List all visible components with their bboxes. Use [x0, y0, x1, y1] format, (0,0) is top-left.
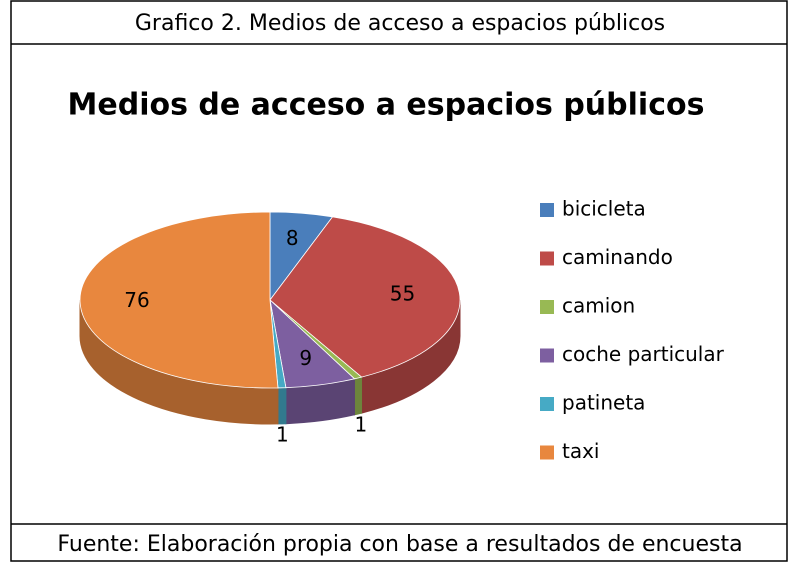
- value-label: 76: [124, 288, 149, 312]
- legend-label: camion: [562, 294, 635, 318]
- legend-label: caminando: [562, 245, 673, 269]
- slice: [269, 216, 461, 378]
- value-label: 8: [286, 226, 299, 250]
- legend-label: coche particular: [562, 342, 725, 366]
- slice-side: [277, 387, 287, 425]
- value-label: 1: [276, 422, 289, 446]
- legend-label: taxi: [562, 439, 600, 463]
- chart-title: Medios de acceso a espacios públicos: [68, 88, 705, 123]
- legend-swatch: [540, 203, 554, 217]
- legend-swatch: [540, 445, 554, 460]
- legend-swatch: [540, 251, 554, 266]
- legend-label: bicicleta: [562, 197, 646, 221]
- value-label: 1: [354, 412, 367, 436]
- legend-swatch: [540, 397, 554, 411]
- caption: Grafico 2. Medios de acceso a espacios p…: [135, 11, 665, 36]
- legend-swatch: [540, 300, 554, 314]
- legend-label: patineta: [562, 391, 645, 415]
- value-label: 9: [299, 346, 312, 370]
- slice: [79, 211, 279, 389]
- value-label: 55: [390, 281, 415, 305]
- legend-swatch: [540, 348, 554, 363]
- source: Fuente: Elaboración propia con base a re…: [57, 532, 742, 557]
- slice-side: [353, 376, 363, 416]
